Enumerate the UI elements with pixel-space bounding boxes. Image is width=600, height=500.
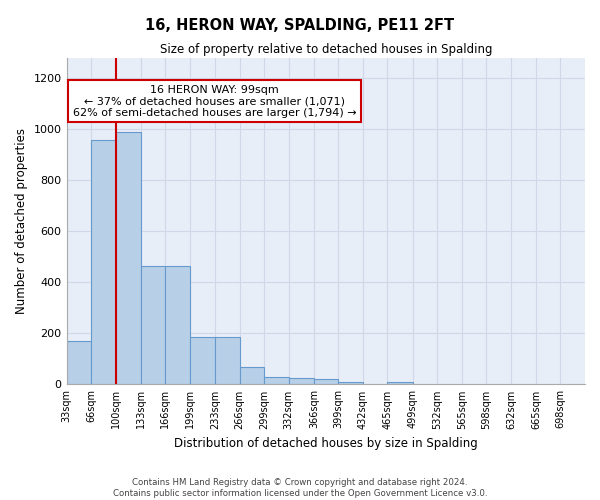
Bar bbox=[67, 341, 91, 384]
Text: 16 HERON WAY: 99sqm
← 37% of detached houses are smaller (1,071)
62% of semi-det: 16 HERON WAY: 99sqm ← 37% of detached ho… bbox=[73, 85, 356, 118]
Bar bbox=[338, 382, 363, 384]
Bar bbox=[116, 132, 141, 384]
Bar bbox=[141, 266, 166, 384]
Bar bbox=[190, 338, 215, 384]
Bar bbox=[166, 266, 190, 384]
Bar bbox=[289, 378, 314, 384]
Title: Size of property relative to detached houses in Spalding: Size of property relative to detached ho… bbox=[160, 42, 492, 56]
X-axis label: Distribution of detached houses by size in Spalding: Distribution of detached houses by size … bbox=[174, 437, 478, 450]
Y-axis label: Number of detached properties: Number of detached properties bbox=[15, 128, 28, 314]
Bar bbox=[215, 338, 239, 384]
Bar bbox=[239, 366, 264, 384]
Bar bbox=[314, 380, 338, 384]
Text: 16, HERON WAY, SPALDING, PE11 2FT: 16, HERON WAY, SPALDING, PE11 2FT bbox=[145, 18, 455, 32]
Bar bbox=[264, 377, 289, 384]
Bar bbox=[388, 382, 413, 384]
Bar bbox=[91, 140, 116, 384]
Text: Contains HM Land Registry data © Crown copyright and database right 2024.
Contai: Contains HM Land Registry data © Crown c… bbox=[113, 478, 487, 498]
